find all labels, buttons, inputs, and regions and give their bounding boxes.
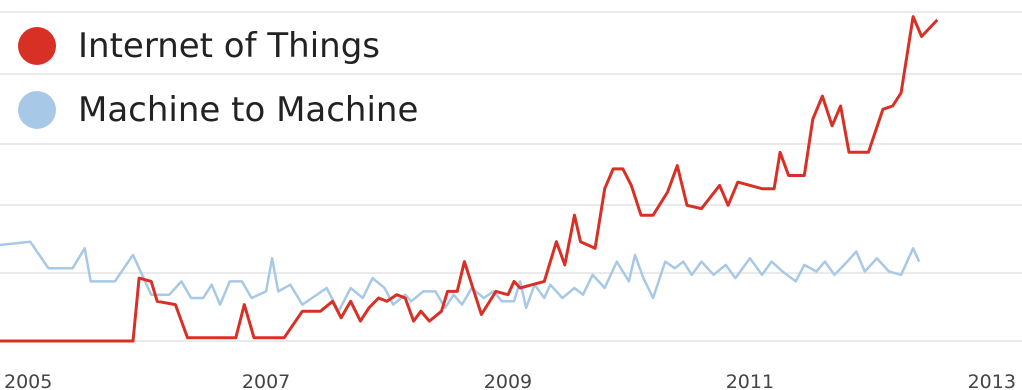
x-tick-label: 2009: [484, 371, 532, 390]
x-axis-ticks: 2005 2007 2009 2011 2013: [4, 371, 1016, 390]
legend-item-iot: Internet of Things: [18, 26, 380, 66]
x-tick-label: 2013: [968, 371, 1016, 390]
x-tick-label: 2011: [726, 371, 774, 390]
gridlines: [0, 11, 1022, 342]
legend-marker-iot: [18, 27, 56, 65]
legend-label-iot: Internet of Things: [78, 26, 380, 66]
x-tick-label: 2005: [4, 371, 52, 390]
series-line-machine-to-machine: [0, 240, 921, 313]
legend-label-m2m: Machine to Machine: [78, 90, 419, 130]
series-line-internet-of-things: [0, 15, 939, 343]
legend-marker-m2m: [18, 91, 56, 129]
series-lines: [0, 15, 939, 343]
legend-item-m2m: Machine to Machine: [18, 90, 418, 130]
x-tick-label: 2007: [242, 371, 290, 390]
